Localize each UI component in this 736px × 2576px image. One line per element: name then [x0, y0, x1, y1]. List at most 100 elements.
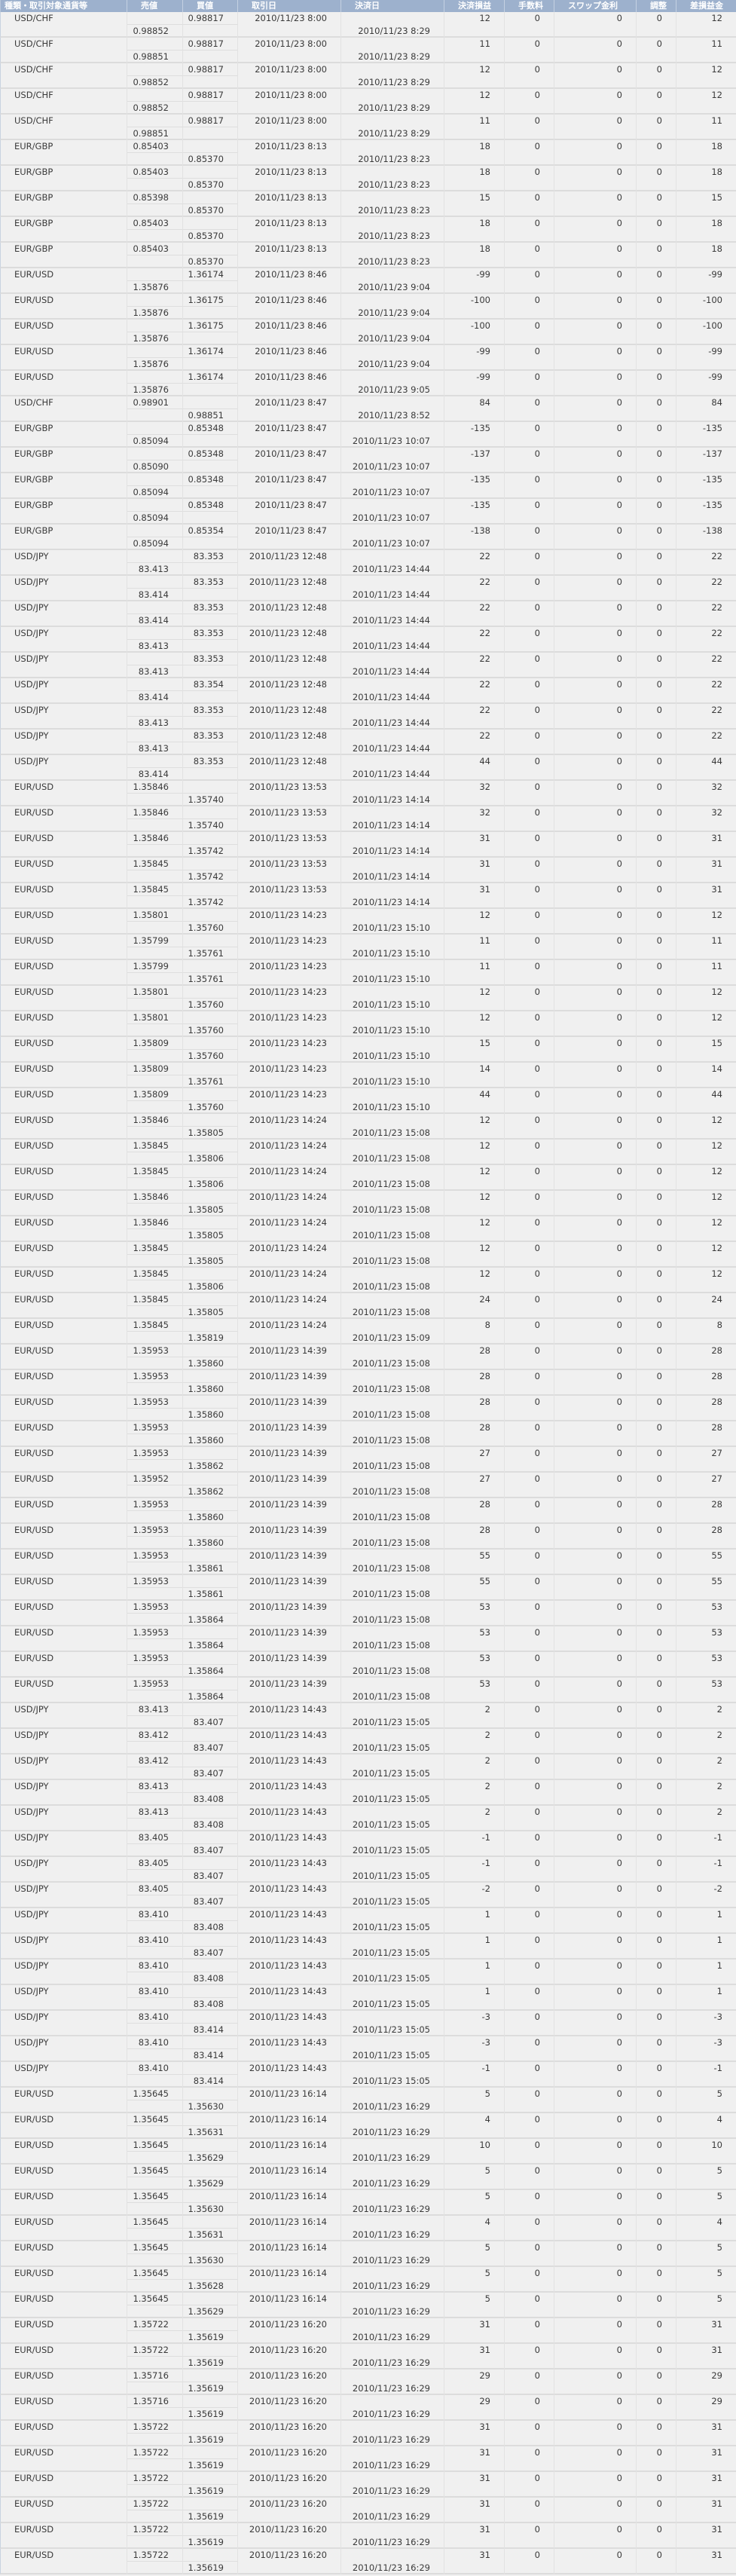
trade-date: 2010/11/23 16:20	[238, 2318, 341, 2344]
buy-price: 1.35742	[183, 896, 238, 909]
currency-pair: EUR/GBP	[1, 140, 127, 166]
swap: 0	[554, 2318, 637, 2344]
sell-price: 1.35876	[127, 358, 183, 371]
buy-price: 0.98817	[183, 115, 238, 127]
table-row: USD/CHF 0.98852 0.98817 2010/11/23 8:00 2010…	[0, 89, 736, 115]
settle-date: 2010/11/23 14:44	[341, 576, 444, 601]
sell-price-empty	[127, 2024, 183, 2036]
buy-price-empty	[183, 1908, 238, 1921]
sell-price: 1.35722	[127, 2421, 183, 2434]
buy-price-empty	[183, 537, 238, 550]
sell-price: 0.85398	[127, 191, 183, 204]
adjustment: 0	[637, 1473, 676, 1498]
trade-date: 2010/11/23 14:39	[238, 1447, 341, 1473]
adjustment: 0	[637, 2523, 676, 2549]
currency-pair: EUR/GBP	[1, 422, 127, 448]
buy-price-empty	[183, 2113, 238, 2126]
total-pl: 12	[676, 63, 736, 89]
trade-date: 2010/11/23 8:47	[238, 525, 341, 550]
fee: 0	[505, 909, 554, 935]
settle-date: 2010/11/23 15:05	[341, 1703, 444, 1729]
sell-price: 1.35953	[127, 1370, 183, 1383]
table-row: EUR/GBP 0.85403 0.85370 2010/11/23 8:13 2010…	[0, 140, 736, 166]
total-pl: 22	[676, 653, 736, 678]
buy-price-empty	[183, 1960, 238, 1972]
currency-pair: USD/JPY	[1, 730, 127, 755]
table-row: EUR/USD 1.35645 1.35630 2010/11/23 16:14 201…	[0, 2190, 736, 2216]
buy-price-empty	[183, 1831, 238, 1844]
currency-pair: USD/CHF	[1, 12, 127, 38]
currency-pair: EUR/USD	[1, 2267, 127, 2293]
buy-price: 0.85370	[183, 179, 238, 191]
currency-pair: EUR/USD	[1, 1601, 127, 1626]
table-row: EUR/USD 1.35722 1.35619 2010/11/23 16:20 201…	[0, 2472, 736, 2498]
table-row: USD/JPY 83.410 83.408 2010/11/23 14:43 2010/…	[0, 1908, 736, 1934]
total-pl: 11	[676, 960, 736, 986]
swap: 0	[554, 12, 637, 38]
sell-price: 1.35799	[127, 935, 183, 947]
total-pl: -135	[676, 499, 736, 525]
swap: 0	[554, 2088, 637, 2113]
sell-price-empty	[127, 2510, 183, 2523]
buy-price: 1.35619	[183, 2408, 238, 2421]
buy-price: 1.35862	[183, 1460, 238, 1473]
sell-price-empty	[127, 550, 183, 563]
total-pl: 31	[676, 2318, 736, 2344]
settlement-pl: 22	[444, 627, 505, 653]
total-pl: -3	[676, 2036, 736, 2062]
sell-price-empty	[127, 999, 183, 1011]
swap: 0	[554, 1755, 637, 1780]
fee: 0	[505, 1345, 554, 1370]
trade-date: 2010/11/23 8:46	[238, 345, 341, 371]
settle-date: 2010/11/23 16:29	[341, 2318, 444, 2344]
adjustment: 0	[637, 1319, 676, 1345]
buy-price-empty	[183, 1498, 238, 1511]
swap: 0	[554, 1934, 637, 1960]
buy-price: 0.98817	[183, 12, 238, 25]
adjustment: 0	[637, 2395, 676, 2421]
total-pl: 2	[676, 1806, 736, 1831]
sell-price-empty	[127, 525, 183, 537]
fee: 0	[505, 294, 554, 320]
settlement-pl: 18	[444, 217, 505, 243]
sell-price-empty	[127, 268, 183, 281]
table-row: EUR/USD 1.35846 1.35740 2010/11/23 13:53 201…	[0, 806, 736, 832]
total-pl: 5	[676, 2293, 736, 2318]
header-adjustment: 調整	[637, 0, 676, 12]
settlement-pl: 31	[444, 2318, 505, 2344]
total-pl: 5	[676, 2165, 736, 2190]
table-row: EUR/USD 1.35645 1.35628 2010/11/23 16:14 201…	[0, 2267, 736, 2293]
buy-price: 1.35860	[183, 1409, 238, 1421]
sell-price: 1.35645	[127, 2088, 183, 2100]
adjustment: 0	[637, 12, 676, 38]
total-pl: 10	[676, 2139, 736, 2165]
table-row: EUR/USD 1.35716 1.35619 2010/11/23 16:20 201…	[0, 2369, 736, 2395]
swap: 0	[554, 1857, 637, 1883]
buy-price: 1.35629	[183, 2177, 238, 2190]
sell-price-empty	[127, 1895, 183, 1908]
settlement-pl: 2	[444, 1780, 505, 1806]
table-row: USD/JPY 83.413 83.408 2010/11/23 14:43 2010/…	[0, 1806, 736, 1831]
table-row: EUR/GBP 0.85403 0.85370 2010/11/23 8:13 2010…	[0, 166, 736, 191]
adjustment: 0	[637, 1140, 676, 1165]
currency-pair: EUR/USD	[1, 1011, 127, 1037]
buy-price-empty	[183, 332, 238, 345]
sell-price: 1.35846	[127, 1191, 183, 1204]
table-row: EUR/USD 1.35876 1.36175 2010/11/23 8:46 2010…	[0, 320, 736, 345]
fee: 0	[505, 1626, 554, 1652]
settle-date: 2010/11/23 14:14	[341, 806, 444, 832]
settle-date: 2010/11/23 15:08	[341, 1550, 444, 1575]
currency-pair: EUR/USD	[1, 832, 127, 858]
sell-price-empty	[127, 179, 183, 191]
buy-price-empty	[183, 1011, 238, 1024]
buy-price-empty	[183, 1473, 238, 1485]
sell-price: 1.35801	[127, 1011, 183, 1024]
trade-date: 2010/11/23 13:53	[238, 883, 341, 909]
header-total: 差損益金	[676, 0, 736, 12]
table-row: USD/JPY 83.413 83.353 2010/11/23 12:48 2010/…	[0, 704, 736, 730]
swap: 0	[554, 653, 637, 678]
buy-price-empty	[183, 1268, 238, 1280]
settle-date: 2010/11/23 14:14	[341, 832, 444, 858]
adjustment: 0	[637, 1268, 676, 1293]
swap: 0	[554, 2011, 637, 2036]
